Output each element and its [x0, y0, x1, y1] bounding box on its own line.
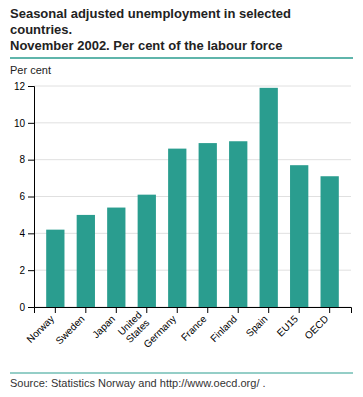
text-line: Germany	[141, 313, 178, 350]
x-tick-label: Sweden	[53, 313, 86, 346]
chart-container: Seasonal adjusted unemployment in select…	[0, 0, 363, 397]
bar	[138, 195, 156, 307]
y-tick-label: 10	[14, 118, 26, 129]
x-tick-mark	[146, 307, 147, 313]
grid-line	[34, 159, 351, 160]
x-tick-mark	[268, 307, 269, 313]
text-line: Sweden	[53, 313, 86, 346]
x-tick-mark	[85, 307, 86, 313]
annotation: Source: Statistics Norway and http://www…	[10, 377, 266, 389]
y-tick-mark	[28, 197, 34, 198]
x-tick-mark	[116, 307, 117, 313]
x-tick-mark	[55, 307, 56, 313]
x-tick-mark	[177, 307, 178, 313]
x-axis-line	[35, 308, 352, 314]
bar	[229, 141, 247, 307]
source-separator	[10, 373, 353, 374]
x-tick-label: OECD	[302, 313, 330, 341]
text-line: Finland	[208, 313, 239, 344]
x-tick: France	[179, 307, 209, 343]
text-line: Seasonal adjusted unemployment in select…	[10, 6, 291, 21]
bar	[260, 88, 278, 307]
x-tick: Sweden	[53, 307, 86, 346]
bar	[77, 215, 95, 307]
x-tick-label: France	[179, 313, 209, 343]
bar	[46, 230, 64, 307]
x-tick: Germany	[141, 307, 178, 350]
bar	[107, 208, 125, 307]
bar	[290, 165, 308, 307]
title: Seasonal adjusted unemployment in select…	[10, 6, 291, 37]
y-tick: 10	[14, 118, 34, 129]
text-line: countries.	[10, 22, 72, 37]
x-tick: Norway	[24, 307, 56, 345]
bar	[321, 176, 339, 307]
grid-line	[34, 86, 351, 87]
x-tick: Spain	[244, 307, 270, 339]
x-tick-label: EU15	[275, 313, 301, 339]
x-tick-mark	[207, 307, 208, 313]
y-tick-mark	[28, 270, 34, 271]
x-tick-label: Japan	[90, 313, 117, 340]
y-tick-label: 8	[19, 154, 25, 165]
text-line: Source: Statistics Norway and http://www…	[10, 377, 266, 389]
text-line: EU15	[275, 313, 301, 339]
text-line: Spain	[244, 313, 270, 339]
text-line: November 2002. Per cent of the labour fo…	[10, 38, 282, 53]
y-tick: 12	[14, 81, 34, 92]
text-line: OECD	[302, 313, 330, 341]
text-line: Norway	[24, 313, 56, 345]
subtitle: November 2002. Per cent of the labour fo…	[10, 38, 282, 53]
y-tick-label: 0	[19, 302, 25, 313]
x-tick-label: Germany	[141, 313, 178, 350]
y-axis: 0 2 4 6 8 10 12	[14, 81, 35, 313]
y-tick-mark	[28, 307, 34, 308]
bar	[168, 149, 186, 307]
x-tick-label: Norway	[24, 313, 56, 345]
x-tick-label: Finland	[208, 313, 239, 344]
x-axis: NorwaySwedenJapanUnitedStatesGermanyFran…	[24, 307, 351, 350]
y-tick-label: 2	[19, 265, 25, 276]
title-separator	[10, 57, 353, 59]
y-axis-label: Per cent	[10, 64, 51, 76]
y-tick: 2	[19, 265, 34, 276]
y-tick-mark	[28, 123, 34, 124]
y-tick-mark	[28, 160, 34, 161]
bar	[199, 143, 217, 307]
x-tick: Japan	[90, 307, 117, 340]
y-tick: 0	[19, 302, 34, 313]
text-line: Japan	[90, 313, 117, 340]
y-tick-mark	[28, 86, 34, 87]
x-tick-mark	[299, 307, 300, 313]
bars	[46, 88, 339, 307]
grid	[34, 86, 351, 307]
x-tick-label: Spain	[244, 313, 270, 339]
x-tick: OECD	[302, 307, 330, 341]
text-line: France	[179, 313, 209, 343]
plot: 0 2 4 6 8 10 12 NorwaySwedenJapanUnitedStatesGe…	[14, 81, 352, 350]
y-axis-line	[28, 87, 35, 308]
y-tick: 4	[19, 228, 34, 239]
y-tick: 6	[19, 191, 34, 202]
y-tick-mark	[28, 233, 34, 234]
x-tick-mark	[329, 307, 330, 313]
chart-svg: Seasonal adjusted unemployment in select…	[0, 0, 363, 397]
grid-line	[34, 122, 351, 123]
y-tick: 8	[19, 154, 34, 165]
y-tick-label: 6	[19, 191, 25, 202]
x-tick: EU15	[275, 307, 301, 339]
x-tick-mark	[238, 307, 239, 313]
y-tick-label: 4	[19, 228, 25, 239]
x-tick: Finland	[208, 307, 239, 344]
y-tick-label: 12	[14, 81, 26, 92]
